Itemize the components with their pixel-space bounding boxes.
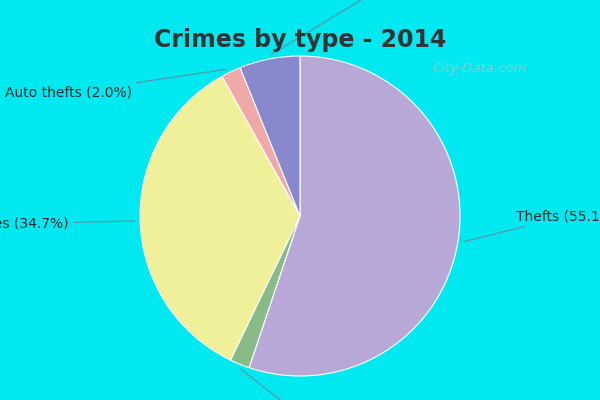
Wedge shape (140, 76, 300, 360)
Text: Assaults (6.1%): Assaults (6.1%) (271, 0, 440, 54)
Text: Rapes (2.0%): Rapes (2.0%) (241, 369, 386, 400)
Text: Auto thefts (2.0%): Auto thefts (2.0%) (5, 69, 227, 100)
Text: Burglaries (34.7%): Burglaries (34.7%) (0, 217, 134, 231)
Wedge shape (230, 216, 300, 368)
Wedge shape (249, 56, 460, 376)
Wedge shape (222, 68, 300, 216)
Wedge shape (240, 56, 300, 216)
Text: Crimes by type - 2014: Crimes by type - 2014 (154, 28, 446, 52)
Text: City-Data.com: City-Data.com (432, 62, 527, 75)
Text: Thefts (55.1%): Thefts (55.1%) (464, 209, 600, 242)
